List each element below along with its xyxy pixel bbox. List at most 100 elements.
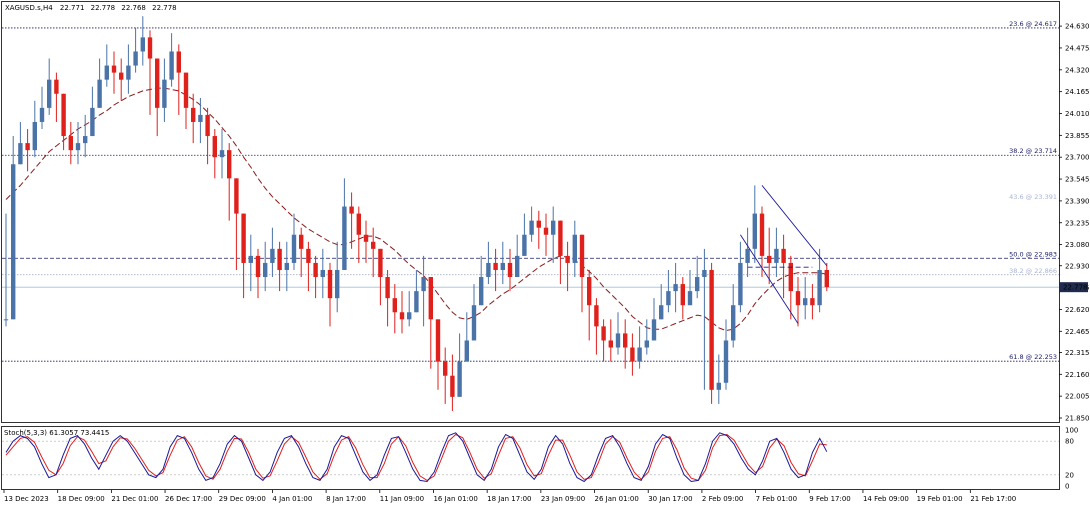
candle <box>183 72 189 130</box>
candle <box>824 262 829 292</box>
candle <box>666 269 671 313</box>
candle <box>90 86 95 137</box>
candle-body <box>579 234 585 278</box>
candle-body <box>759 213 765 256</box>
candle <box>356 206 361 263</box>
candle-body <box>349 206 354 214</box>
candle-body <box>126 65 131 80</box>
x-tick-label: 16 Jan 01:00 <box>433 495 477 503</box>
candle-body <box>3 319 9 321</box>
candle <box>227 143 232 221</box>
candle <box>817 248 822 313</box>
x-tick-label: 14 Feb 09:00 <box>863 495 909 503</box>
candle <box>767 227 772 285</box>
candle <box>75 121 81 165</box>
candle-body <box>522 234 527 256</box>
candle-body <box>248 255 253 263</box>
candle <box>522 213 527 256</box>
y-tick-label: 22.930 <box>1065 262 1090 270</box>
candle <box>277 241 282 292</box>
candle <box>731 284 736 348</box>
candle-body <box>687 291 693 306</box>
stoch-signal-line <box>5 433 827 481</box>
candle <box>54 72 59 122</box>
candle <box>810 284 815 320</box>
candle <box>284 241 289 292</box>
x-tick-label: 30 Jan 17:00 <box>648 495 692 503</box>
candle <box>759 206 765 278</box>
candle-body <box>471 305 477 341</box>
candle-body <box>219 150 225 158</box>
candle-body <box>183 72 189 108</box>
candle <box>68 121 73 165</box>
candle-body <box>716 382 721 390</box>
candle-body <box>342 206 347 270</box>
candle <box>752 185 757 263</box>
candle-body <box>457 361 462 397</box>
x-tick-label: 9 Feb 17:00 <box>809 495 850 503</box>
candle <box>579 234 585 313</box>
fib-label: 23.6 @ 24.617 <box>1009 20 1057 28</box>
stoch-tick-label: 20 <box>1065 471 1074 479</box>
candle <box>745 227 750 278</box>
candle-body <box>824 269 829 288</box>
candle <box>133 27 138 73</box>
candle <box>500 241 505 285</box>
candle <box>536 210 541 249</box>
y-tick-label: 23.235 <box>1065 219 1090 227</box>
candle <box>723 319 729 390</box>
candle-body <box>666 291 671 306</box>
candle-body <box>551 220 556 235</box>
moving-average <box>5 87 827 332</box>
candle <box>212 129 217 179</box>
candle <box>32 100 37 158</box>
candle <box>464 312 469 362</box>
x-tick-label: 4 Jan 01:00 <box>272 495 312 503</box>
candle-body <box>644 340 649 348</box>
candle-body <box>558 220 563 256</box>
candle-body <box>227 150 232 179</box>
current-price-badge <box>1059 282 1088 293</box>
candle <box>450 354 455 411</box>
candle <box>176 44 181 115</box>
x-tick-label: 21 Dec 01:00 <box>111 495 158 503</box>
candle <box>615 312 621 355</box>
candle <box>507 248 513 292</box>
candle <box>248 234 253 292</box>
candle <box>457 333 462 397</box>
candle-body <box>745 248 750 263</box>
x-tick-label: 13 Dec 2023 <box>4 495 49 503</box>
candle <box>371 227 376 278</box>
price-axis: 24.630 24.475 24.320 24.165 24.010 23.855 23.7… <box>1059 23 1090 491</box>
stoch-label: Stoch(5,3,3) 61.3057 73.4415 <box>4 429 109 437</box>
x-tick-label: 26 Dec 17:00 <box>165 495 212 503</box>
stoch-pane-frame <box>1 426 1060 490</box>
symbol-header: XAGUSD.s,H4 22.771 22.778 22.768 22.778 <box>5 4 177 12</box>
candle-body <box>810 298 815 306</box>
candle <box>601 319 606 362</box>
candle <box>299 227 304 278</box>
candle <box>255 248 261 299</box>
candle-body <box>371 241 376 249</box>
candle <box>342 178 347 270</box>
candle <box>659 284 664 320</box>
candle <box>263 241 268 292</box>
candle-body <box>651 319 657 341</box>
x-tick-label: 21 Feb 17:00 <box>970 495 1016 503</box>
candle-body <box>479 277 484 306</box>
candle-body <box>18 143 23 165</box>
candle-body <box>695 277 700 292</box>
candle <box>11 136 16 320</box>
y-tick-label: 23.080 <box>1065 241 1090 249</box>
candle-body <box>407 312 412 320</box>
fib-label: 38.2 @ 22.866 <box>1009 267 1057 275</box>
candle-body <box>291 234 297 263</box>
candle-body <box>155 58 160 108</box>
candle <box>644 319 649 355</box>
candle <box>529 206 534 242</box>
stoch-tick-label: 0 <box>1065 483 1069 491</box>
candle-body <box>637 347 642 362</box>
candle <box>687 269 693 306</box>
symbol-name: XAGUSD.s,H4 <box>5 4 53 12</box>
candle-body <box>61 93 66 137</box>
